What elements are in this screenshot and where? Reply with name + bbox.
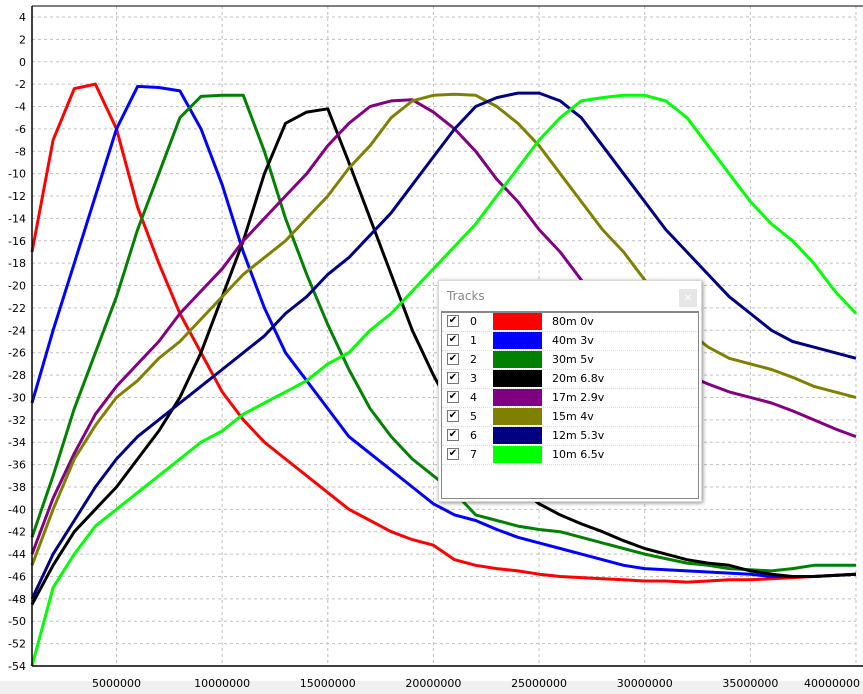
- y-tick-label: -32: [8, 414, 26, 427]
- track-checkbox[interactable]: ✔: [447, 315, 459, 327]
- track-checkbox[interactable]: ✔: [447, 372, 459, 384]
- track-index: 3: [470, 372, 477, 385]
- y-tick-label: -28: [8, 369, 26, 382]
- y-tick-label: 2: [19, 33, 26, 46]
- track-row[interactable]: ✔ 7 10m 6.5v: [442, 446, 698, 465]
- y-tick-label: -38: [8, 481, 26, 494]
- series-line-7: [30, 93, 858, 667]
- track-checkbox[interactable]: ✔: [447, 353, 459, 365]
- y-tick-label: -6: [15, 123, 26, 136]
- track-row[interactable]: ✔ 5 15m 4v: [442, 408, 698, 427]
- track-color-swatch[interactable]: [493, 408, 542, 425]
- track-index: 2: [470, 353, 477, 366]
- series-line-5: [30, 92, 857, 566]
- track-checkbox[interactable]: ✔: [447, 410, 459, 422]
- x-tick-label: 25000000: [511, 677, 567, 690]
- track-label: 40m 3v: [552, 334, 594, 347]
- track-row[interactable]: ✔ 1 40m 3v: [442, 332, 698, 351]
- y-tick-label: -44: [8, 548, 26, 561]
- y-tick-label: -40: [8, 503, 26, 516]
- track-color-swatch[interactable]: [493, 351, 542, 368]
- y-tick-label: -30: [8, 391, 26, 404]
- track-label: 80m 0v: [552, 315, 594, 328]
- track-index: 7: [470, 448, 477, 461]
- y-tick-label: -20: [8, 280, 26, 293]
- x-tick-label: 30000000: [617, 677, 673, 690]
- track-color-swatch[interactable]: [493, 313, 542, 330]
- y-tick-label: -16: [8, 235, 26, 248]
- y-tick-label: -48: [8, 593, 26, 606]
- y-tick-label: -18: [8, 257, 26, 270]
- track-row[interactable]: ✔ 0 80m 0v: [442, 313, 698, 332]
- tracks-legend-window[interactable]: Tracks × ✔ 0 80m 0v ✔ 1 40m 3v ✔ 2 30m 5v ✔ 3 20m 6…: [438, 280, 702, 502]
- track-color-swatch[interactable]: [493, 332, 542, 349]
- x-tick-label: 15000000: [300, 677, 356, 690]
- y-tick-label: -22: [8, 302, 26, 315]
- series-line-1: [30, 84, 857, 578]
- y-tick-label: -42: [8, 526, 26, 539]
- tracks-list: ✔ 0 80m 0v ✔ 1 40m 3v ✔ 2 30m 5v ✔ 3 20m 6.8v ✔ 4 17m …: [441, 311, 699, 499]
- y-tick-label: 0: [19, 56, 26, 69]
- track-row[interactable]: ✔ 4 17m 2.9v: [442, 389, 698, 408]
- track-row[interactable]: ✔ 2 30m 5v: [442, 351, 698, 370]
- track-label: 17m 2.9v: [552, 391, 605, 404]
- track-checkbox[interactable]: ✔: [447, 429, 459, 441]
- y-tick-label: -52: [8, 638, 26, 651]
- y-tick-label: -26: [8, 347, 26, 360]
- series-line-4: [30, 98, 857, 555]
- track-color-swatch[interactable]: [493, 370, 542, 387]
- y-tick-label: -2: [15, 78, 26, 91]
- track-row[interactable]: ✔ 3 20m 6.8v: [442, 370, 698, 389]
- track-label: 10m 6.5v: [552, 448, 605, 461]
- y-tick-label: -12: [8, 190, 26, 203]
- track-color-swatch[interactable]: [493, 389, 542, 406]
- x-tick-label: 35000000: [722, 677, 778, 690]
- series-line-0: [30, 82, 857, 584]
- track-index: 4: [470, 391, 477, 404]
- track-color-swatch[interactable]: [493, 427, 542, 444]
- track-label: 12m 5.3v: [552, 429, 605, 442]
- track-checkbox[interactable]: ✔: [447, 448, 459, 460]
- y-tick-label: -8: [15, 145, 26, 158]
- y-tick-label: -4: [15, 101, 26, 114]
- axes: 4 2 0 -2 -4 -6 -8 -10 -12 -14 -16 -18 -20 -22 -24 -26 -2…: [8, 5, 863, 690]
- track-label: 15m 4v: [552, 410, 594, 423]
- close-button[interactable]: ×: [679, 289, 697, 307]
- y-tick-label: -14: [8, 212, 26, 225]
- series-line-6: [30, 91, 857, 600]
- track-index: 1: [470, 334, 477, 347]
- y-tick-label: 4: [19, 11, 26, 24]
- track-color-swatch[interactable]: [493, 446, 542, 463]
- track-index: 5: [470, 410, 477, 423]
- x-tick-label: 40000000: [804, 677, 860, 690]
- y-tick-label: -36: [8, 459, 26, 472]
- track-checkbox[interactable]: ✔: [447, 334, 459, 346]
- y-tick-label: -50: [8, 615, 26, 628]
- y-tick-label: -24: [8, 324, 26, 337]
- x-tick-label: 10000000: [194, 677, 250, 690]
- track-label: 30m 5v: [552, 353, 594, 366]
- track-label: 20m 6.8v: [552, 372, 605, 385]
- y-tick-label: -34: [8, 436, 26, 449]
- track-row[interactable]: ✔ 6 12m 5.3v: [442, 427, 698, 446]
- y-tick-label: -54: [8, 660, 26, 673]
- x-tick-label: 20000000: [405, 677, 461, 690]
- track-index: 6: [470, 429, 477, 442]
- track-index: 0: [470, 315, 477, 328]
- y-tick-label: -46: [8, 570, 26, 583]
- track-checkbox[interactable]: ✔: [447, 391, 459, 403]
- legend-title: Tracks: [447, 289, 485, 303]
- y-tick-label: -10: [8, 168, 26, 181]
- x-tick-label: 5000000: [92, 677, 141, 690]
